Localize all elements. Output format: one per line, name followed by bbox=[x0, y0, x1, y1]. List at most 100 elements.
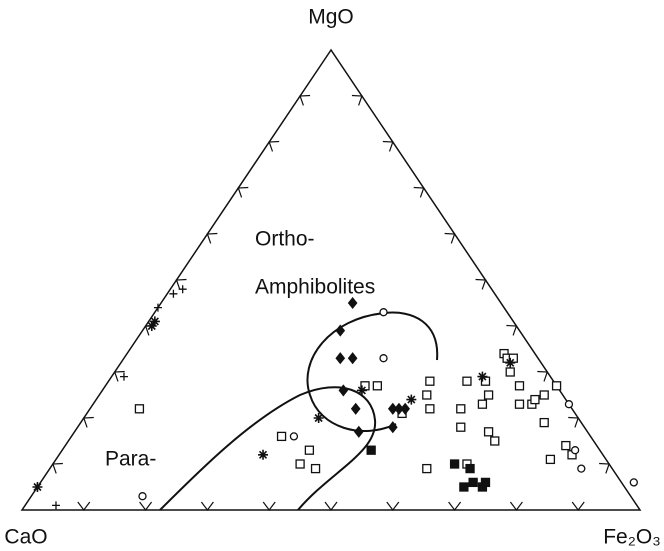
tick bbox=[324, 501, 338, 511]
tick bbox=[206, 232, 218, 244]
tick bbox=[113, 370, 125, 382]
point bbox=[545, 454, 556, 465]
tick bbox=[82, 416, 94, 428]
point bbox=[480, 477, 491, 488]
corner-label: Fe₂O₃ bbox=[603, 526, 661, 549]
tick bbox=[200, 501, 214, 511]
point bbox=[400, 402, 410, 415]
point bbox=[276, 431, 287, 442]
point bbox=[456, 404, 466, 414]
point bbox=[338, 384, 349, 397]
point bbox=[138, 492, 147, 501]
tick bbox=[299, 94, 311, 106]
tick bbox=[571, 501, 585, 511]
tick bbox=[237, 186, 249, 198]
point bbox=[149, 316, 160, 327]
point bbox=[146, 321, 157, 331]
point bbox=[422, 390, 432, 400]
point bbox=[456, 422, 466, 432]
point bbox=[425, 404, 435, 414]
point bbox=[561, 440, 571, 451]
corner-label: MgO bbox=[308, 6, 354, 29]
point bbox=[629, 478, 638, 487]
corner-label: CaO bbox=[4, 526, 47, 549]
tick bbox=[262, 501, 276, 511]
tick bbox=[475, 278, 487, 290]
point bbox=[310, 463, 321, 474]
point bbox=[304, 445, 315, 455]
point bbox=[258, 449, 269, 460]
point bbox=[539, 417, 549, 428]
point bbox=[347, 352, 358, 365]
point bbox=[539, 390, 549, 400]
point bbox=[468, 477, 478, 488]
point bbox=[406, 394, 417, 405]
point bbox=[169, 289, 178, 298]
point bbox=[379, 354, 388, 363]
tick bbox=[506, 324, 518, 336]
point bbox=[459, 482, 469, 492]
tick bbox=[139, 501, 153, 511]
point bbox=[372, 381, 383, 391]
point bbox=[564, 400, 574, 409]
tick bbox=[77, 501, 91, 511]
point bbox=[335, 352, 346, 365]
point bbox=[551, 381, 562, 391]
tick bbox=[568, 416, 580, 428]
annotation: Ortho- bbox=[255, 228, 315, 251]
point bbox=[462, 376, 472, 386]
ortho-field bbox=[306, 311, 439, 432]
tick bbox=[52, 462, 63, 474]
point bbox=[119, 372, 128, 381]
point bbox=[465, 463, 475, 474]
tick bbox=[413, 186, 425, 198]
point bbox=[51, 501, 60, 510]
point bbox=[350, 402, 361, 415]
tick bbox=[175, 278, 187, 290]
point bbox=[514, 399, 525, 409]
tick bbox=[444, 232, 456, 244]
point bbox=[477, 399, 488, 409]
point bbox=[490, 436, 500, 446]
point bbox=[313, 413, 324, 423]
point bbox=[356, 385, 367, 396]
point bbox=[353, 425, 364, 438]
tick bbox=[268, 140, 280, 152]
point bbox=[32, 482, 43, 492]
point bbox=[425, 376, 435, 386]
point bbox=[153, 303, 162, 312]
point bbox=[477, 371, 488, 382]
tick bbox=[448, 501, 462, 511]
tick bbox=[537, 370, 549, 382]
tick bbox=[382, 140, 394, 152]
point bbox=[335, 324, 346, 337]
point bbox=[483, 427, 494, 437]
point bbox=[505, 367, 515, 377]
point bbox=[387, 402, 398, 415]
point bbox=[289, 432, 299, 441]
point bbox=[483, 390, 494, 400]
point bbox=[505, 357, 516, 368]
point bbox=[530, 394, 540, 405]
annotation: Para- bbox=[105, 448, 156, 471]
tick bbox=[509, 501, 523, 511]
annotation: Amphibolites bbox=[255, 276, 375, 299]
point bbox=[366, 445, 376, 455]
tick bbox=[386, 501, 400, 511]
point bbox=[394, 402, 404, 415]
tick bbox=[599, 462, 610, 474]
point bbox=[178, 285, 187, 294]
point bbox=[570, 446, 580, 455]
point bbox=[422, 463, 432, 474]
point bbox=[577, 464, 586, 473]
point bbox=[295, 459, 305, 469]
tick bbox=[351, 94, 363, 106]
point bbox=[134, 404, 145, 414]
point bbox=[347, 296, 358, 310]
point bbox=[387, 421, 398, 434]
point bbox=[449, 459, 460, 469]
para-field bbox=[159, 386, 377, 511]
point bbox=[514, 381, 525, 391]
